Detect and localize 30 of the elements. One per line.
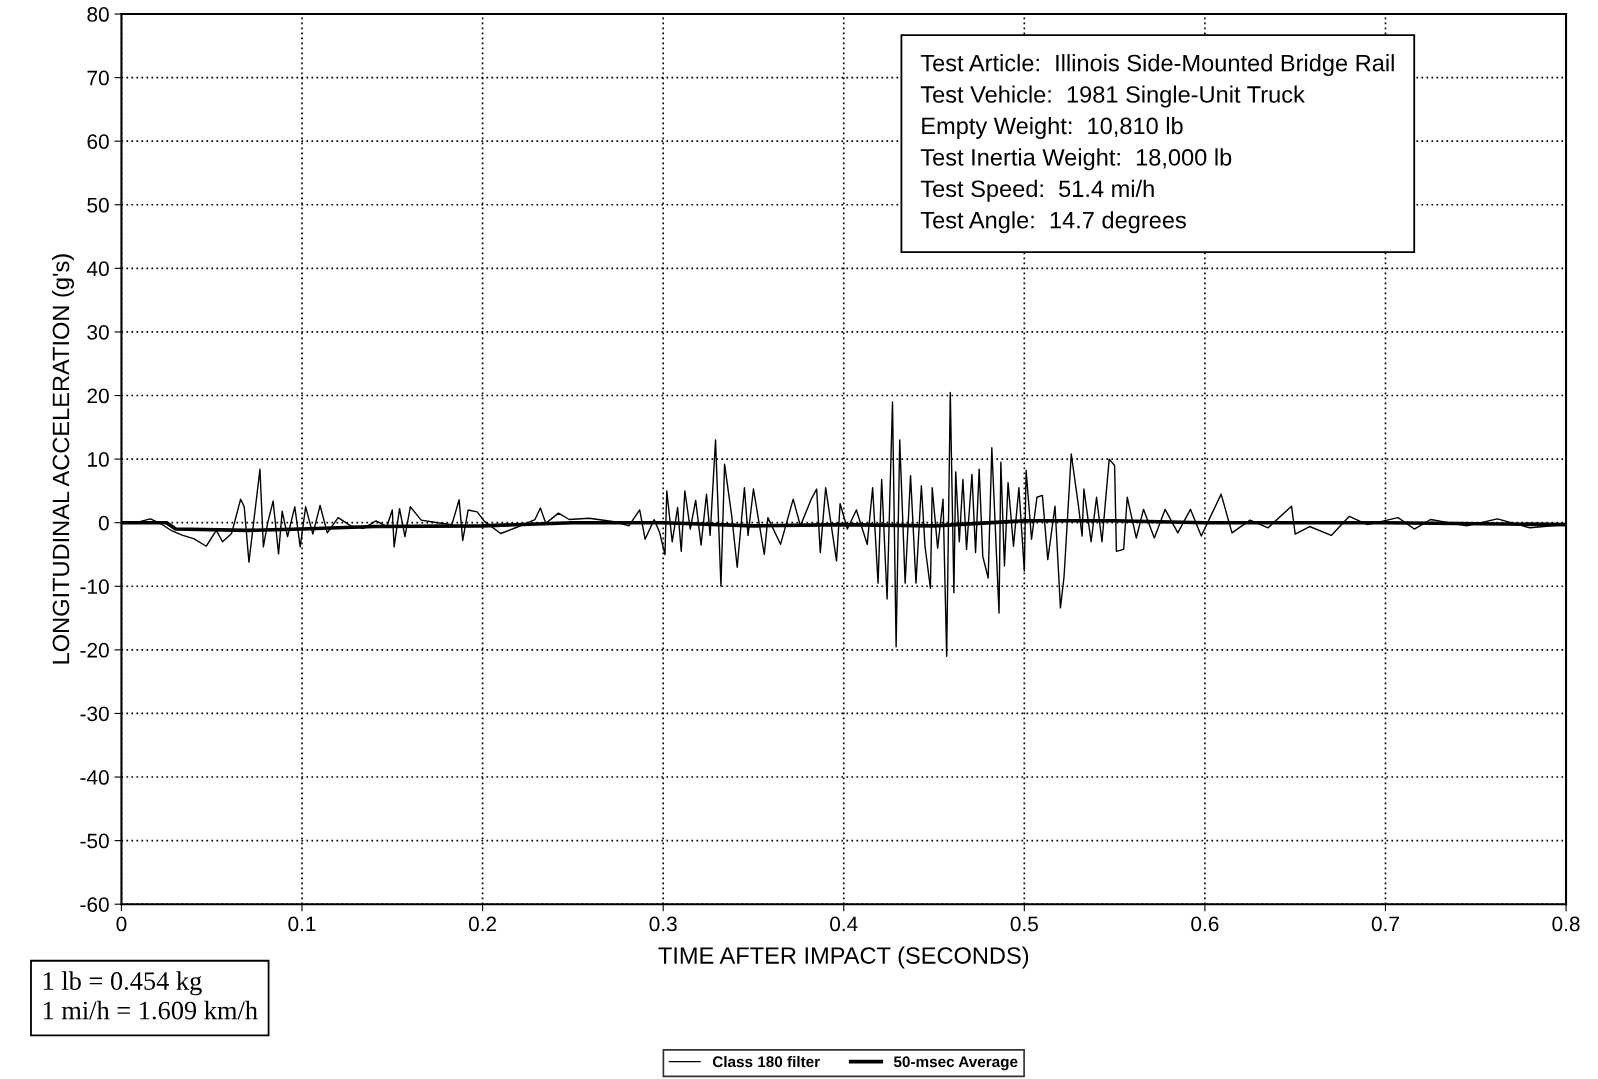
- y-tick-label: 50: [87, 197, 109, 213]
- y-tick-label: -40: [80, 770, 109, 785]
- x-tick-label: 0.6: [1191, 916, 1219, 932]
- annotation: Test Article: Illinois Side-Mounted Bridge Rail Test Vehicle: 1981 Single-Unit Truck Empty Weight: 10,810 lb Test Inertia Weight: 18,000 lb Test Speed: 51.4 mi/h Test Angle: 14.7 degrees: [920, 54, 1394, 234]
- y-tick-label: 70: [87, 70, 109, 86]
- y-axis-title: LONGITUDINAL ACCELERATION (g's): [51, 254, 74, 664]
- y-tick-label: -30: [80, 706, 109, 722]
- x-tick-label: 0.2: [468, 916, 497, 932]
- legend-label: 50-msec Average: [893, 1056, 1018, 1071]
- y-tick-label: 60: [87, 134, 109, 149]
- y-tick-label: -50: [80, 833, 109, 849]
- y-tick-label: 40: [86, 261, 109, 277]
- y-tick-label: 80: [87, 7, 109, 22]
- x-tick-label: 0.3: [649, 916, 677, 932]
- legend-label: Class 180 filter: [712, 1055, 820, 1068]
- y-tick-label: 20: [87, 388, 109, 404]
- y-tick-label: -10: [80, 579, 109, 595]
- y-tick-label: 10: [88, 452, 109, 467]
- x-tick-label: 0.8: [1552, 916, 1580, 932]
- x-tick-label: 0.5: [1010, 916, 1038, 932]
- x-tick-label: 0.1: [288, 916, 316, 932]
- y-tick-label: 30: [87, 324, 109, 340]
- x-tick-label: 0: [116, 916, 127, 932]
- x-tick-label: 0.4: [830, 916, 858, 932]
- x-tick-label: 0.7: [1371, 916, 1399, 932]
- text: 1 lb = 0.454 kg 1 mi/h = 1.609 km/h: [43, 971, 258, 1020]
- y-tick-label: 0: [98, 515, 109, 531]
- y-tick-label: -60: [80, 897, 109, 912]
- y-tick-label: -20: [80, 642, 109, 658]
- x-axis-title: TIME AFTER IMPACT (SECONDS): [658, 946, 1029, 969]
